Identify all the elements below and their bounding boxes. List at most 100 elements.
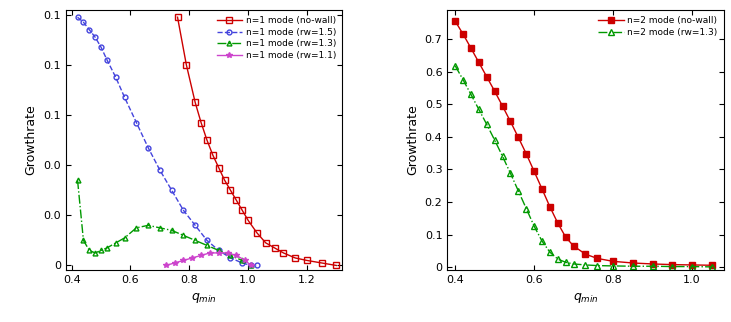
Line: n=1 mode (rw=1.3): n=1 mode (rw=1.3) (75, 178, 254, 268)
n=2 mode (rw=1.3) (561, 260, 570, 264)
X-axis label: $q_{min}$: $q_{min}$ (191, 291, 217, 305)
n=1 mode (rw=1.3) (202, 243, 211, 247)
n=2 mode (no-wall) (708, 263, 716, 267)
n=1 mode (no-wall) (214, 166, 223, 170)
Legend: n=1 mode (no-wall), n=1 mode (rw=1.5), n=1 mode (rw=1.3), n=1 mode (rw=1.1): n=1 mode (no-wall), n=1 mode (rw=1.5), n… (215, 14, 338, 62)
n=1 mode (rw=1.1) (214, 251, 223, 255)
X-axis label: $q_{min}$: $q_{min}$ (572, 291, 599, 305)
n=2 mode (rw=1.3) (458, 78, 467, 82)
n=1 mode (rw=1.5) (246, 263, 255, 267)
n=1 mode (rw=1.3) (214, 249, 223, 252)
n=2 mode (no-wall) (466, 46, 475, 50)
n=1 mode (no-wall) (243, 218, 252, 222)
n=2 mode (rw=1.3) (474, 108, 483, 111)
n=2 mode (rw=1.3) (708, 265, 716, 269)
n=2 mode (no-wall) (514, 136, 523, 139)
n=1 mode (rw=1.5) (238, 261, 246, 265)
n=2 mode (no-wall) (530, 169, 539, 173)
n=2 mode (rw=1.3) (538, 239, 547, 243)
n=1 mode (rw=1.3) (191, 239, 200, 242)
n=1 mode (rw=1.3) (85, 249, 94, 252)
n=2 mode (rw=1.3) (629, 264, 637, 268)
n=1 mode (no-wall) (182, 63, 191, 67)
n=1 mode (no-wall) (226, 188, 235, 192)
n=1 mode (no-wall) (270, 246, 279, 250)
n=1 mode (rw=1.5) (252, 263, 261, 267)
n=2 mode (rw=1.3) (668, 265, 677, 269)
n=1 mode (rw=1.5) (144, 146, 153, 149)
n=1 mode (no-wall) (191, 100, 200, 104)
n=2 mode (rw=1.3) (451, 64, 460, 68)
n=2 mode (rw=1.3) (545, 250, 554, 254)
n=1 mode (no-wall) (238, 208, 246, 212)
n=2 mode (no-wall) (498, 104, 507, 108)
n=1 mode (rw=1.5) (179, 208, 188, 212)
n=1 mode (rw=1.1) (223, 251, 232, 255)
n=1 mode (no-wall) (208, 153, 217, 157)
n=1 mode (rw=1.3) (144, 223, 153, 227)
n=1 mode (no-wall) (303, 259, 311, 262)
Line: n=2 mode (no-wall): n=2 mode (no-wall) (452, 18, 715, 268)
n=2 mode (rw=1.3) (593, 264, 602, 268)
n=1 mode (no-wall) (232, 198, 240, 202)
n=1 mode (rw=1.5) (102, 58, 111, 62)
n=1 mode (no-wall) (317, 261, 326, 265)
n=1 mode (rw=1.1) (188, 256, 197, 260)
Line: n=1 mode (rw=1.5): n=1 mode (rw=1.5) (75, 15, 260, 268)
n=2 mode (rw=1.3) (530, 224, 539, 228)
n=2 mode (no-wall) (569, 244, 578, 248)
Line: n=1 mode (rw=1.1): n=1 mode (rw=1.1) (163, 250, 254, 268)
n=2 mode (no-wall) (491, 89, 499, 93)
n=1 mode (rw=1.3) (179, 233, 188, 237)
Y-axis label: Growthrate: Growthrate (406, 105, 419, 175)
n=1 mode (no-wall) (291, 256, 300, 260)
n=2 mode (rw=1.3) (491, 138, 499, 142)
n=2 mode (no-wall) (553, 221, 562, 225)
n=2 mode (no-wall) (545, 205, 554, 209)
n=2 mode (no-wall) (561, 235, 570, 239)
n=2 mode (no-wall) (609, 260, 618, 263)
n=1 mode (rw=1.5) (156, 168, 164, 172)
n=1 mode (rw=1.5) (191, 223, 200, 227)
n=1 mode (rw=1.3) (156, 226, 164, 230)
n=2 mode (no-wall) (593, 257, 602, 260)
n=1 mode (rw=1.5) (91, 35, 99, 39)
Line: n=1 mode (no-wall): n=1 mode (no-wall) (175, 14, 339, 268)
n=1 mode (no-wall) (332, 263, 341, 267)
n=2 mode (no-wall) (648, 262, 657, 266)
n=2 mode (rw=1.3) (688, 265, 697, 269)
n=1 mode (rw=1.1) (179, 259, 188, 262)
n=2 mode (rw=1.3) (498, 155, 507, 158)
n=2 mode (no-wall) (538, 187, 547, 191)
n=1 mode (no-wall) (279, 251, 288, 255)
n=1 mode (rw=1.5) (73, 15, 82, 19)
n=2 mode (rw=1.3) (482, 122, 491, 126)
n=2 mode (rw=1.3) (522, 207, 531, 211)
n=2 mode (no-wall) (482, 75, 491, 79)
n=1 mode (no-wall) (202, 138, 211, 142)
n=2 mode (rw=1.3) (609, 264, 618, 268)
Line: n=2 mode (rw=1.3): n=2 mode (rw=1.3) (452, 63, 715, 270)
n=1 mode (rw=1.5) (96, 45, 105, 49)
n=1 mode (rw=1.3) (120, 236, 129, 240)
n=1 mode (rw=1.5) (79, 20, 88, 24)
n=1 mode (rw=1.3) (132, 226, 141, 230)
n=2 mode (no-wall) (668, 263, 677, 267)
n=1 mode (rw=1.1) (205, 251, 214, 255)
n=1 mode (rw=1.3) (73, 178, 82, 182)
n=1 mode (rw=1.5) (132, 120, 141, 124)
n=1 mode (rw=1.3) (246, 263, 255, 267)
Legend: n=2 mode (no-wall), n=2 mode (rw=1.3): n=2 mode (no-wall), n=2 mode (rw=1.3) (596, 14, 719, 39)
n=1 mode (rw=1.1) (240, 259, 249, 262)
n=2 mode (rw=1.3) (581, 263, 590, 267)
n=2 mode (no-wall) (581, 252, 590, 256)
n=2 mode (no-wall) (506, 119, 515, 123)
n=2 mode (no-wall) (474, 61, 483, 64)
n=1 mode (no-wall) (262, 241, 270, 245)
n=1 mode (rw=1.3) (111, 241, 120, 245)
n=1 mode (rw=1.3) (102, 246, 111, 250)
n=2 mode (no-wall) (688, 263, 697, 267)
n=1 mode (no-wall) (220, 178, 229, 182)
n=1 mode (rw=1.5) (202, 239, 211, 242)
n=2 mode (rw=1.3) (553, 257, 562, 261)
